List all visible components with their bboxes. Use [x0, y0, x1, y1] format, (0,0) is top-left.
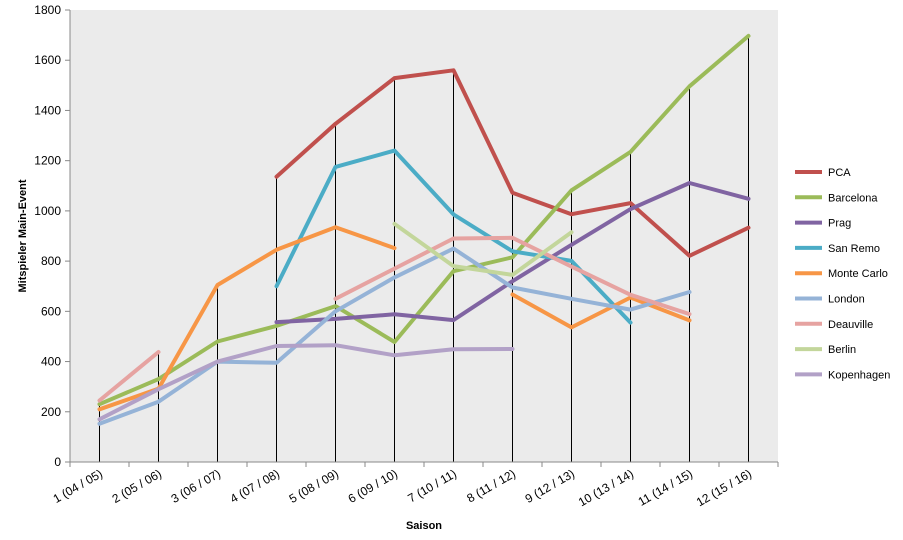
x-tick-label: 1 (04 / 05)	[51, 466, 105, 505]
series-line-6	[97, 350, 161, 403]
y-tick-label: 0	[54, 455, 61, 469]
x-tick-label: 7 (10 / 11)	[405, 466, 459, 505]
x-tick-label: 11 (14 / 15)	[636, 466, 695, 508]
legend-label: PCA	[828, 167, 851, 179]
legend-label: Deauville	[828, 319, 873, 331]
x-axis-ticks: 1 (04 / 05) 2 (05 / 06) 3 (06 / 07) 4 (07 /…	[51, 462, 779, 509]
x-tick-label: 5 (08 / 09)	[287, 466, 341, 505]
series-line-7	[392, 221, 574, 277]
series-line-0	[274, 68, 751, 258]
plot-area	[70, 10, 778, 462]
legend-label: Berlin	[828, 344, 856, 356]
legend-label: Prag	[828, 218, 851, 230]
x-tick-label: 3 (06 / 07)	[169, 466, 223, 505]
legend-label: San Remo	[828, 243, 880, 255]
y-tick-label: 800	[41, 254, 61, 268]
y-tick-label: 1000	[34, 204, 61, 218]
series-line-5	[97, 246, 692, 426]
legend-label: Monte Carlo	[828, 268, 888, 280]
y-axis-title: Mitspieler Main-Event	[17, 179, 29, 292]
x-tick-label: 2 (05 / 06)	[110, 466, 164, 505]
series-line-3	[274, 148, 633, 325]
series-line-8	[97, 343, 515, 422]
y-tick-label: 1800	[34, 3, 61, 17]
y-tick-label: 1600	[34, 53, 61, 67]
legend-label: London	[828, 294, 865, 306]
x-axis-title: Saison	[406, 520, 442, 532]
y-tick-label: 600	[41, 304, 61, 318]
x-tick-label: 6 (09 / 10)	[346, 466, 400, 505]
x-tick-label: 4 (07 / 08)	[228, 466, 282, 505]
legend-label: Kopenhagen	[828, 369, 890, 381]
series-line-1	[97, 33, 751, 407]
x-tick-label: 12 (15 / 16)	[694, 466, 754, 509]
legend-label: Barcelona	[828, 192, 878, 204]
series-line-2	[274, 181, 751, 325]
x-tick-label: 9 (12 / 13)	[523, 466, 577, 505]
y-tick-label: 1400	[34, 103, 61, 117]
series-lines	[97, 33, 751, 426]
y-tick-label: 200	[41, 405, 61, 419]
y-axis-ticks: 0 200 400 600 800 1000 1200 1400 1600 1800	[34, 3, 70, 469]
y-tick-label: 1200	[34, 154, 61, 168]
x-tick-label: 10 (13 / 14)	[576, 466, 636, 509]
y-tick-label: 400	[41, 355, 61, 369]
series-line-6	[333, 235, 692, 317]
legend: PCA Barcelona Prag San Remo Monte Carlo Londo…	[795, 167, 890, 381]
x-tick-label: 8 (11 / 12)	[464, 466, 518, 505]
series-line-4	[510, 292, 692, 330]
